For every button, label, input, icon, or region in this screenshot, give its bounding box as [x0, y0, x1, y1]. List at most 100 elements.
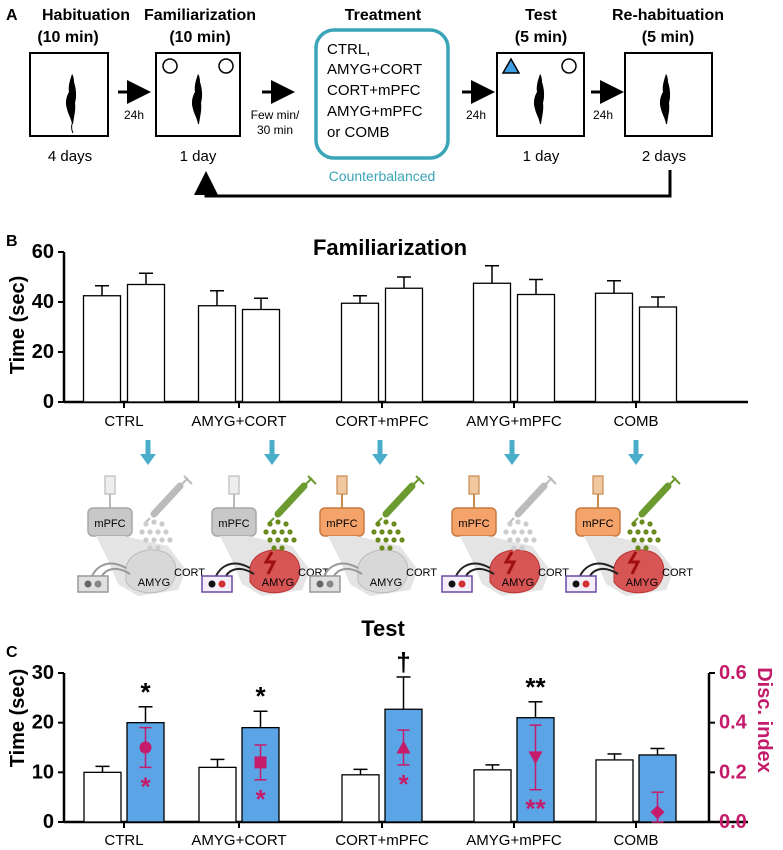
right-tick-label: 0.2	[719, 761, 747, 783]
right-tick-label: 0.6	[719, 662, 747, 684]
cort-dot	[631, 521, 637, 527]
cort-label: CORT	[538, 567, 569, 579]
cort-dot	[291, 537, 297, 543]
cort-dot	[515, 537, 521, 543]
cort-dot	[283, 521, 289, 527]
mpfc-label: mPFC	[326, 518, 357, 530]
fam-bar-a	[340, 302, 380, 403]
cort-dot	[383, 537, 389, 543]
mpfc-label: mPFC	[94, 518, 125, 530]
cort-dot	[279, 529, 285, 535]
electrode-dot	[84, 580, 92, 588]
cort-dot	[143, 537, 149, 543]
mpfc-label: mPFC	[218, 518, 249, 530]
y-axis-label-c-right: Disc. index	[753, 667, 775, 773]
electrode-dot	[316, 580, 324, 588]
cort-dot	[523, 537, 529, 543]
syringe-icon	[274, 482, 308, 518]
cannula-icon	[592, 475, 604, 495]
disc-marker-diamond	[650, 805, 665, 820]
y-tick-label: 0	[43, 811, 54, 833]
interval-3: 24h	[466, 108, 486, 122]
treatment-box: CTRL, AMYG+CORT CORT+mPFC AMYG+mPFC or C…	[314, 28, 450, 160]
cort-dot	[139, 529, 145, 535]
teal-arrow-head	[504, 454, 520, 465]
treatment-line-4: AMYG+mPFC	[327, 103, 423, 120]
cort-dot	[511, 545, 517, 551]
cannula-icon	[104, 475, 116, 495]
cort-dot	[275, 519, 281, 525]
cort-dot	[279, 545, 285, 551]
cort-dot	[391, 521, 397, 527]
panel-label-c: C	[6, 644, 18, 661]
cort-dot	[287, 529, 293, 535]
category-label: AMYG+mPFC	[466, 413, 562, 430]
category-label: CORT+mPFC	[335, 413, 429, 430]
significance-label: †	[396, 647, 410, 677]
stage-title-habituation: Habituation	[42, 7, 130, 24]
chart-title-familiarization: Familiarization	[313, 235, 467, 260]
cort-dot	[391, 537, 397, 543]
amyg-shape	[613, 549, 665, 594]
schematics-row: mPFCAMYGCORTmPFCAMYGCORTmPFCAMYGCORTmPFC…	[77, 475, 693, 596]
interval-2a: Few min/	[251, 108, 300, 122]
teal-arrow-head	[264, 454, 280, 465]
cort-dot	[147, 529, 153, 535]
cannula-icon	[336, 475, 348, 495]
cort-dot	[271, 529, 277, 535]
cort-dot	[651, 529, 657, 535]
rat-icon	[533, 74, 545, 124]
cort-dot	[655, 537, 661, 543]
fam-bar-a	[594, 292, 634, 403]
electrode-dot	[218, 580, 226, 588]
amyg-label: AMYG	[262, 577, 294, 589]
y-tick-label: 0	[43, 391, 54, 413]
cort-dot	[647, 537, 653, 543]
cort-dot	[387, 529, 393, 535]
test-chart: 0 10 20 30 CTRL AMYG+CORT CORT+mPFC AMYG+mPFC CO…	[32, 647, 748, 849]
electrode-box	[309, 575, 341, 593]
disc-significance-label: **	[525, 794, 546, 824]
cort-dot	[639, 537, 645, 543]
group-arrows	[140, 440, 644, 465]
cort-dot	[147, 545, 153, 551]
right-tick-label: 0.4	[719, 712, 748, 734]
lightning-icon	[627, 551, 641, 575]
teal-arrow-head	[140, 454, 156, 465]
cort-dot	[263, 529, 269, 535]
stage-duration-test: (5 min)	[515, 29, 567, 46]
panel-a: A Habituation (10 min) Familiarization (…	[6, 7, 724, 198]
cort-dot	[283, 537, 289, 543]
amyg-label: AMYG	[502, 577, 534, 589]
treatment-line-1: CTRL,	[327, 41, 370, 58]
schematic-4: mPFC AMYG CORT	[441, 475, 569, 596]
electrode-dot	[448, 580, 456, 588]
amyg-label: AMYG	[370, 577, 402, 589]
disc-marker-circle	[139, 741, 152, 754]
chart-title-test: Test	[361, 616, 405, 641]
category-label: CTRL	[104, 413, 143, 430]
treatment-line-5: or COMB	[327, 124, 390, 141]
cort-dot	[151, 537, 157, 543]
fam-bar-a	[472, 282, 512, 403]
rat-icon	[65, 74, 77, 124]
cort-dot	[155, 545, 161, 551]
electrode-dot	[326, 580, 334, 588]
cort-dot	[519, 545, 525, 551]
loop-back-arrow	[194, 170, 672, 198]
electrode-dot	[94, 580, 102, 588]
category-label: AMYG+CORT	[191, 832, 286, 849]
familiarization-chart: 0 20 40 60 CTRL AMYG+CORT CORT+mPFC AMYG+mPFC CO…	[32, 241, 748, 430]
cort-dot	[151, 519, 157, 525]
schematic-1: mPFC AMYG CORT	[77, 475, 205, 596]
cort-dot	[635, 545, 641, 551]
amyg-shape	[125, 549, 177, 594]
cort-label: CORT	[662, 567, 693, 579]
significance-label: **	[525, 672, 546, 702]
cort-dot	[507, 521, 513, 527]
cort-dot	[159, 537, 165, 543]
object-circle-left	[162, 58, 178, 74]
teal-arrow-head	[628, 454, 644, 465]
stage-caption-rehabituation: 2 days	[642, 148, 686, 165]
treatment-line-2: AMYG+CORT	[327, 61, 422, 78]
